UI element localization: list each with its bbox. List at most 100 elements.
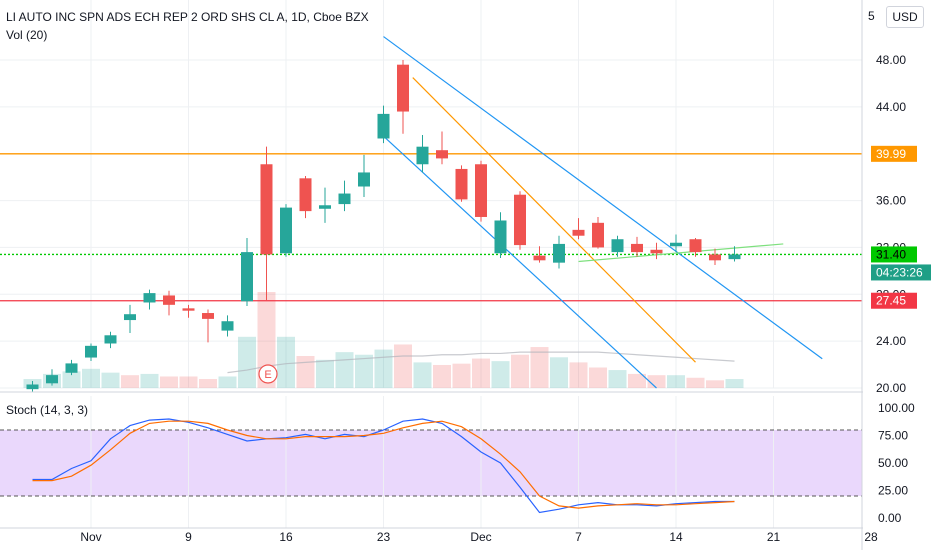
volume-bar <box>62 371 81 388</box>
price-tag-label: 27.45 <box>876 294 906 308</box>
candle <box>592 216 604 249</box>
volume-bar <box>511 354 529 388</box>
volume-legend: Vol (20) <box>6 28 48 42</box>
candle-body <box>241 252 253 302</box>
candle <box>533 246 546 263</box>
volume-bar <box>218 376 237 388</box>
time-tick-label: 28 <box>864 530 878 544</box>
candle <box>670 234 682 253</box>
candle-body <box>104 335 117 344</box>
volume-bar <box>550 357 568 388</box>
candle <box>358 154 370 198</box>
candle <box>416 134 429 173</box>
candle-body <box>533 255 546 261</box>
candle <box>143 289 156 310</box>
price-tick-label: 24.00 <box>876 334 906 348</box>
candle-body <box>689 239 702 253</box>
volume-bar <box>199 379 217 388</box>
stoch-tick-label: 25.00 <box>878 484 908 498</box>
price-tick-label: 36.00 <box>876 194 906 208</box>
volume-bar <box>374 349 393 388</box>
candle <box>299 175 312 219</box>
stoch-tick-label: 100.00 <box>878 401 915 415</box>
price-tag <box>871 145 917 162</box>
candle-body <box>182 308 195 311</box>
price-tick-label: 44.00 <box>876 100 906 114</box>
volume-bar <box>530 347 549 388</box>
time-tick-label: 23 <box>377 530 391 544</box>
trendline <box>383 36 823 360</box>
volume-bar <box>433 364 451 388</box>
candle-body <box>202 313 214 319</box>
earnings-marker-label: E <box>264 369 271 381</box>
volume-bar <box>472 358 490 388</box>
candle-body <box>338 193 351 205</box>
volume-bar <box>82 368 100 388</box>
price-tick-label: 48.00 <box>876 53 906 67</box>
volume-bar <box>667 375 685 388</box>
candle-body <box>65 363 78 373</box>
candle <box>436 131 448 165</box>
candle-body <box>728 254 741 260</box>
candle <box>163 290 175 316</box>
volume-bar <box>296 356 315 388</box>
candle-body <box>163 295 175 305</box>
candle <box>572 218 585 240</box>
candle <box>319 187 331 223</box>
price-tick-label: 20.00 <box>876 381 906 395</box>
price-tag-label: 31.40 <box>876 247 906 261</box>
volume-bar <box>140 373 159 388</box>
candle-body <box>611 239 624 253</box>
candle-body <box>85 345 97 358</box>
volume-bar <box>160 376 178 388</box>
stoch-tick-label: 75.00 <box>878 429 908 443</box>
candle <box>689 238 702 257</box>
candle-body <box>436 150 448 159</box>
volume-bar <box>277 336 295 388</box>
time-tick-label: 21 <box>767 530 781 544</box>
currency-button[interactable]: USD <box>886 6 924 28</box>
candle <box>397 60 409 134</box>
candle-body <box>46 375 58 384</box>
volume-bar <box>101 372 120 388</box>
candle <box>46 369 58 386</box>
time-tick-label: Nov <box>80 530 101 544</box>
candle-body <box>124 314 136 321</box>
countdown-label: 04:23:26 <box>876 265 923 279</box>
volume-bar <box>238 336 256 388</box>
candle-body <box>514 194 526 246</box>
volume-bar <box>628 373 646 388</box>
candle <box>553 235 565 269</box>
trendline <box>412 77 696 363</box>
countdown-tag <box>871 264 931 281</box>
candle-body <box>572 229 585 236</box>
time-tick-label: 16 <box>279 530 293 544</box>
stoch-tick-label: 50.00 <box>878 456 908 470</box>
candle-body <box>650 249 663 254</box>
candle-body <box>221 321 234 331</box>
candle <box>650 242 663 260</box>
candle-body <box>397 64 409 112</box>
stoch-legend: Stoch (14, 3, 3) <box>6 403 89 417</box>
candle <box>611 235 624 257</box>
volume-bar <box>452 363 471 388</box>
price-tag-label: 39.99 <box>876 147 906 161</box>
volume-ma-line <box>227 351 735 374</box>
candle <box>514 191 526 250</box>
candle-body <box>494 220 507 254</box>
candle <box>377 105 390 144</box>
earnings-marker <box>258 364 278 384</box>
stoch-tick-label: 0.00 <box>878 511 902 525</box>
price-scale-partial-label: 5 <box>868 9 875 23</box>
volume-bar <box>569 362 588 388</box>
stoch-d-line <box>32 420 735 509</box>
candle-body <box>553 243 565 263</box>
time-tick-label: 7 <box>575 530 582 544</box>
candle <box>182 304 195 318</box>
candle-body <box>280 207 292 254</box>
candle-body <box>377 113 390 139</box>
symbol-title: LI AUTO INC SPN ADS ECH REP 2 ORD SHS CL… <box>6 10 369 24</box>
volume-bar <box>608 370 627 388</box>
candle-body <box>299 178 312 212</box>
